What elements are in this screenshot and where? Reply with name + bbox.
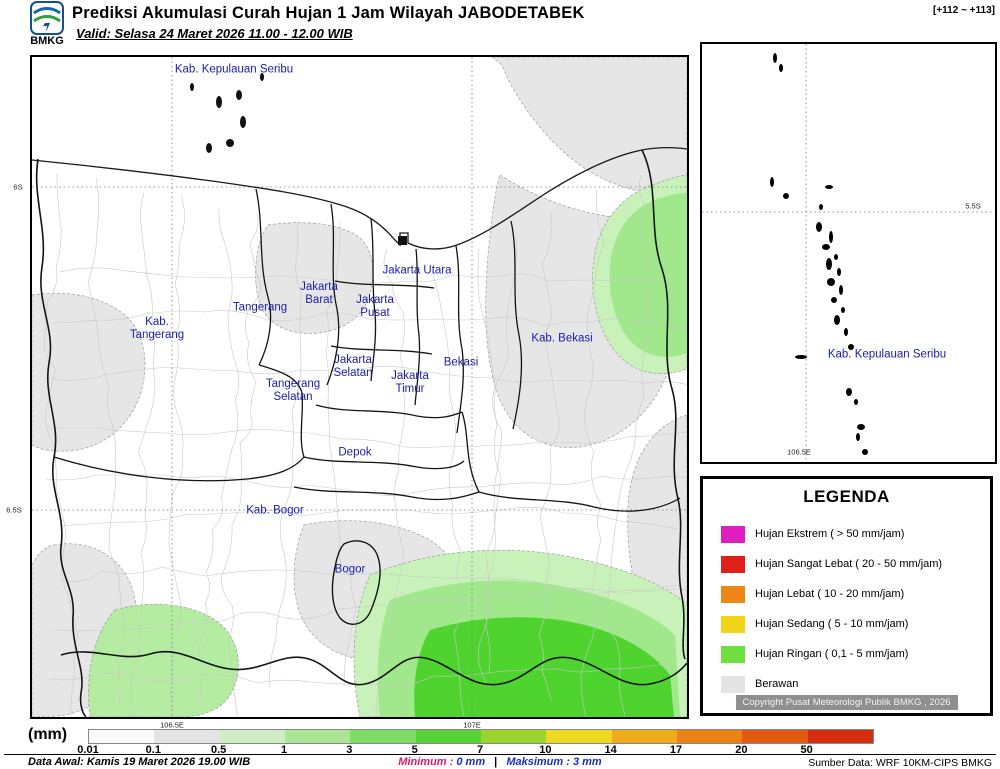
colorbar-tick: 50: [800, 744, 813, 756]
data-source: Sumber Data: WRF 10KM-CIPS BMKG: [808, 757, 992, 769]
colorbar-tick: 5: [411, 744, 418, 756]
colorbar-tick: 0.5: [211, 744, 227, 756]
colorbar-tick: 0.1: [145, 744, 161, 756]
legend-panel: LEGENDA Hujan Ekstrem ( > 50 mm/jam) Huja…: [700, 476, 993, 716]
map-axis-tick: 6S: [13, 182, 23, 192]
colorbar-tick: 10: [539, 744, 552, 756]
legend-item: Hujan Lebat ( 10 - 20 mm/jam): [721, 579, 990, 609]
colorbar-tick: 7: [476, 744, 484, 756]
colorbar-tick: 3: [346, 744, 353, 756]
colorbar-segment: [676, 730, 743, 743]
copyright-badge: Copyright Pusat Meteorologi Publik BMKG …: [735, 695, 958, 710]
legend-label: Hujan Lebat ( 10 - 20 mm/jam): [755, 588, 905, 600]
colorbar-segment: [154, 730, 220, 743]
inset-map: Kab. Kepulauan Seribu 5.5S 106.5E: [700, 42, 997, 464]
seribu-islands: [190, 73, 264, 153]
footer-divider: [4, 754, 996, 755]
light-rain-areas: [88, 174, 688, 718]
bogor-city-boundary: [331, 540, 381, 625]
legend-swatch: [721, 585, 745, 603]
page-title: Prediksi Akumulasi Curah Hujan 1 Jam Wil…: [72, 4, 585, 22]
port-area: [398, 236, 407, 245]
outer-boundaries: [35, 149, 688, 718]
bmkg-logo-icon: [30, 1, 64, 35]
legend-swatch: [721, 675, 745, 693]
initial-data-time: Data Awal: Kamis 19 Maret 2026 19.00 WIB: [28, 756, 251, 768]
legend-label: Hujan Ringan ( 0,1 - 5 mm/jam): [755, 648, 909, 660]
coastline: [31, 146, 688, 250]
legend-label: Hujan Sangat Lebat ( 20 - 50 mm/jam): [755, 558, 943, 570]
legend-swatch: [721, 525, 745, 543]
legend-item: Hujan Sangat Lebat ( 20 - 50 mm/jam): [721, 549, 990, 579]
minmax-values: Minimum : 0 mm | Maksimum : 3 mm: [398, 756, 601, 768]
colorbar-unit: (mm): [28, 726, 68, 743]
valid-time: Valid: Selasa 24 Maret 2026 11.00 - 12.0…: [76, 26, 353, 41]
colorbar-tick: 1: [280, 744, 288, 756]
map-axis-tick: 6.5S: [6, 505, 22, 515]
colorbar-segment: [415, 730, 481, 743]
inset-map-svg: [702, 44, 995, 462]
colorbar-segment: [350, 730, 416, 743]
minimum-label: Minimum :: [398, 756, 454, 768]
colorbar-tick: 0.01: [77, 744, 99, 756]
legend-swatch: [721, 645, 745, 663]
legend-label: Berawan: [755, 678, 799, 690]
legend-title: LEGENDA: [803, 487, 890, 506]
legend-item: Hujan Sedang ( 5 - 10 mm/jam): [721, 609, 990, 639]
legend-label: Hujan Ekstrem ( > 50 mm/jam): [755, 528, 905, 540]
colorbar-tick: 14: [604, 744, 617, 756]
legend-item: Berawan: [721, 669, 990, 699]
district-boundaries: [53, 188, 681, 512]
colorbar-segment: [89, 730, 155, 743]
minmax-separator: |: [494, 756, 498, 768]
main-map: Kab. Kepulauan Seribu Kab. Tangerang Tange…: [6, 55, 712, 736]
legend-swatch: [721, 555, 745, 573]
legend-items: Hujan Ekstrem ( > 50 mm/jam) Hujan Sangat…: [721, 519, 990, 699]
maximum-value: 3 mm: [572, 756, 602, 768]
colorbar-tick: 17: [669, 744, 683, 756]
colorbar-segment: [742, 730, 808, 743]
inset-graticule: [702, 44, 995, 462]
bmkg-logo-text: BMKG: [30, 35, 64, 47]
colorbar-segment: [219, 730, 285, 743]
colorbar-segment: [546, 730, 612, 743]
maximum-label: Maksimum :: [506, 756, 570, 768]
colorbar-segment: [807, 730, 873, 743]
colorbar-segment: [611, 730, 677, 743]
colorbar-segments: [89, 730, 873, 743]
subdistrict-mesh: [43, 172, 712, 736]
colorbar: [88, 729, 874, 744]
main-map-svg: [31, 56, 712, 736]
colorbar-segment: [480, 730, 547, 743]
legend-item: Hujan Ringan ( 0,1 - 5 mm/jam): [721, 639, 990, 669]
inset-islands: [770, 53, 868, 455]
colorbar-segment: [284, 730, 351, 743]
minimum-value: 0 mm: [456, 756, 486, 768]
colorbar-ticks: 0.01 0.1 0.5 1 3 5 7 10 14 17 20 50: [77, 744, 872, 756]
legend-label: Hujan Sedang ( 5 - 10 mm/jam): [755, 618, 909, 630]
legend-item: Hujan Ekstrem ( > 50 mm/jam): [721, 519, 990, 549]
colorbar-tick: 20: [735, 744, 748, 756]
legend-swatch: [721, 615, 745, 633]
forecast-hour-range: [+112 ~ +113]: [932, 5, 995, 16]
